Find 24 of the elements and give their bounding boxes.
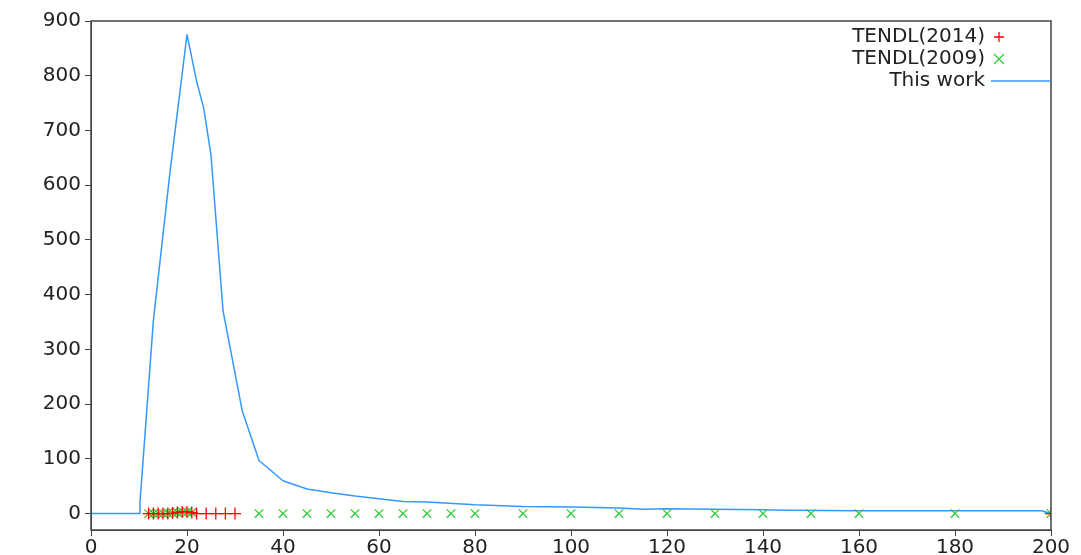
x-tick-label: 180: [935, 534, 975, 555]
y-tick-label: 100: [42, 445, 81, 470]
legend-label: This work: [888, 67, 986, 92]
y-tick-label: 400: [42, 280, 81, 305]
x-tick-label: 200: [1031, 534, 1071, 555]
x-tick-label: 140: [743, 534, 783, 555]
y-tick-label: 300: [42, 335, 81, 360]
y-tick-label: 200: [42, 390, 81, 415]
y-tick-label: 900: [42, 7, 81, 32]
y-tick-label: 800: [42, 61, 81, 86]
x-tick-label: 160: [839, 534, 879, 555]
x-tick-label: 20: [174, 534, 200, 555]
y-tick-label: 0: [68, 499, 81, 524]
x-tick-label: 40: [270, 534, 296, 555]
x-tick-label: 100: [551, 534, 591, 555]
x-tick-label: 60: [366, 534, 392, 555]
legend-label: TENDL(2009): [851, 45, 985, 70]
x-tick-label: 0: [84, 534, 98, 555]
y-tick-label: 600: [42, 171, 81, 196]
x-tick-label: 80: [462, 534, 488, 555]
legend-label: TENDL(2014): [851, 23, 985, 48]
y-tick-label: 500: [42, 226, 81, 251]
y-tick-label: 700: [42, 116, 81, 141]
x-tick-label: 120: [647, 534, 687, 555]
